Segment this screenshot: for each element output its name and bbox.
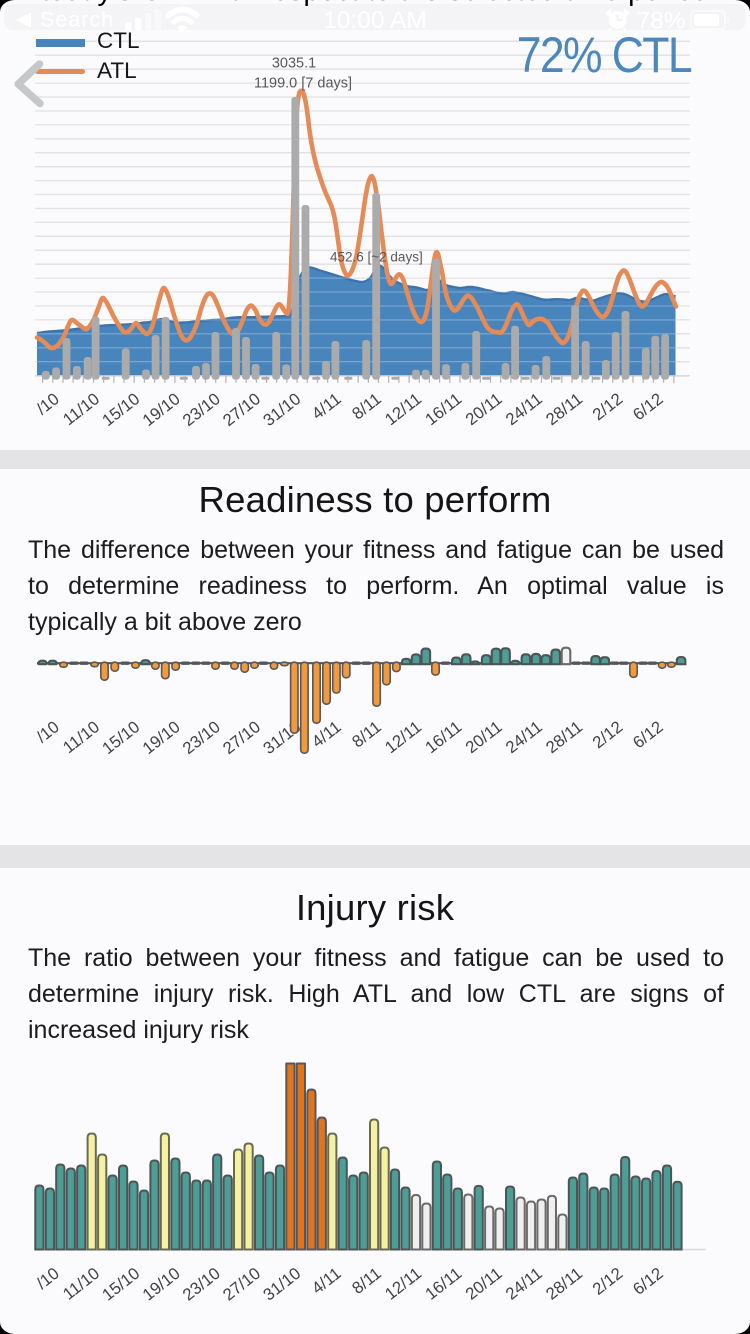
svg-text:15/10: 15/10 <box>99 1264 144 1305</box>
svg-text:4/11: 4/11 <box>308 389 344 423</box>
svg-text:8/11: 8/11 <box>348 1264 384 1298</box>
svg-text:20/11: 20/11 <box>462 1264 506 1304</box>
svg-text:6/12: 6/12 <box>629 1264 666 1299</box>
svg-text:15/10: 15/10 <box>99 717 144 758</box>
svg-text:11/10: 11/10 <box>59 389 103 429</box>
svg-text:6/12: 6/12 <box>629 717 666 752</box>
svg-text:15/10: 15/10 <box>99 389 144 430</box>
svg-text:31/10: 31/10 <box>260 1264 305 1305</box>
svg-text:10:00 AM: 10:00 AM <box>323 7 427 34</box>
svg-text:1199.0 [7 days]: 1199.0 [7 days] <box>254 76 352 92</box>
svg-text:2/12: 2/12 <box>589 1264 626 1299</box>
svg-text:12/11: 12/11 <box>381 717 425 757</box>
svg-text:31/10: 31/10 <box>260 389 305 430</box>
svg-text:12/11: 12/11 <box>381 1264 425 1304</box>
svg-text:16/11: 16/11 <box>422 1264 466 1304</box>
svg-text:11/10: 11/10 <box>59 717 103 757</box>
svg-text:452.6 [~2 days]: 452.6 [~2 days] <box>330 250 423 265</box>
svg-text:12/11: 12/11 <box>381 389 425 429</box>
svg-text:27/10: 27/10 <box>219 1264 264 1305</box>
svg-text:16/11: 16/11 <box>422 717 466 757</box>
svg-text:28/11: 28/11 <box>542 717 586 757</box>
svg-text:Search: Search <box>40 8 114 32</box>
svg-text:8/11: 8/11 <box>348 389 384 423</box>
svg-text:28/11: 28/11 <box>542 1264 586 1304</box>
svg-text:20/11: 20/11 <box>462 717 506 757</box>
svg-text:19/10: 19/10 <box>139 389 184 430</box>
svg-text:11/10: 11/10 <box>59 1264 103 1304</box>
svg-text:23/10: 23/10 <box>179 1264 224 1305</box>
svg-text:27/10: 27/10 <box>219 389 264 430</box>
svg-text:24/11: 24/11 <box>502 1264 546 1304</box>
svg-text:23/10: 23/10 <box>179 717 224 758</box>
svg-text:4/11: 4/11 <box>308 1264 344 1298</box>
svg-text:2/12: 2/12 <box>589 717 626 752</box>
svg-text:19/10: 19/10 <box>139 1264 184 1305</box>
svg-text:28/11: 28/11 <box>542 389 586 429</box>
svg-text:16/11: 16/11 <box>422 389 466 429</box>
svg-text:3035.1: 3035.1 <box>272 56 316 72</box>
svg-text:24/11: 24/11 <box>502 389 546 429</box>
svg-text:8/11: 8/11 <box>348 717 384 751</box>
svg-text:6/12: 6/12 <box>629 389 666 424</box>
svg-text:24/11: 24/11 <box>502 717 546 757</box>
svg-text:20/11: 20/11 <box>462 389 506 429</box>
svg-text:78%: 78% <box>636 8 685 35</box>
svg-text:27/10: 27/10 <box>219 717 264 758</box>
svg-text:2/12: 2/12 <box>589 389 626 424</box>
svg-text:19/10: 19/10 <box>139 717 184 758</box>
svg-text:23/10: 23/10 <box>179 389 224 430</box>
